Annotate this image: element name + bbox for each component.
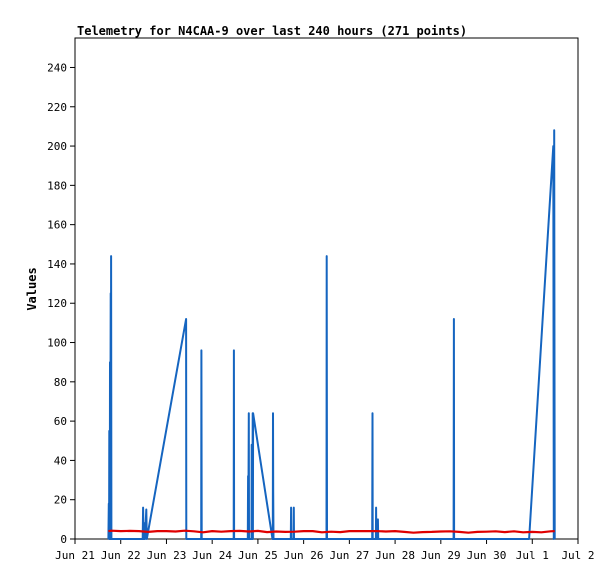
series-line-1: [107, 129, 556, 540]
x-tick-label: Jun 28: [375, 549, 415, 562]
x-tick-label: Jun 21: [55, 549, 95, 562]
y-axis-label: Values: [25, 267, 39, 310]
y-tick-label: 40: [54, 454, 67, 467]
x-tick-label: Jun 29: [421, 549, 461, 562]
y-tick-label: 240: [47, 61, 67, 74]
y-tick-label: 140: [47, 258, 67, 271]
y-tick-label: 0: [60, 533, 67, 546]
y-tick-label: 120: [47, 297, 67, 310]
y-axis: 0 20 40 60 80 100 120 140 160 180 200 220 240: [47, 61, 75, 546]
y-tick-label: 160: [47, 219, 67, 232]
chart-title: Telemetry for N4CAA-9 over last 240 hour…: [77, 24, 467, 38]
y-tick-label: 20: [54, 494, 67, 507]
y-tick-label: 220: [47, 101, 67, 114]
series-layer: [107, 129, 556, 540]
series-line-2: [108, 529, 555, 534]
x-tick-label: Jun 30: [467, 549, 507, 562]
y-tick-label: 100: [47, 337, 67, 350]
x-axis: Jun 21 Jun 22 Jun 23 Jun 24 Jun 25 Jun 26 Jun …: [55, 539, 595, 562]
x-tick-label: Jun 26: [284, 549, 324, 562]
y-tick-label: 200: [47, 140, 67, 153]
y-tick-label: 80: [54, 376, 67, 389]
x-tick-label: Jun 27: [329, 549, 369, 562]
y-tick-label: 180: [47, 179, 67, 192]
x-tick-label: Jun 24: [192, 549, 232, 562]
y-tick-label: 60: [54, 415, 67, 428]
x-tick-label: Jul 2: [561, 549, 594, 562]
x-tick-label: Jun 25: [238, 549, 278, 562]
x-tick-label: Jun 23: [147, 549, 187, 562]
x-tick-label: Jul 1: [516, 549, 549, 562]
x-tick-label: Jun 22: [101, 549, 141, 562]
